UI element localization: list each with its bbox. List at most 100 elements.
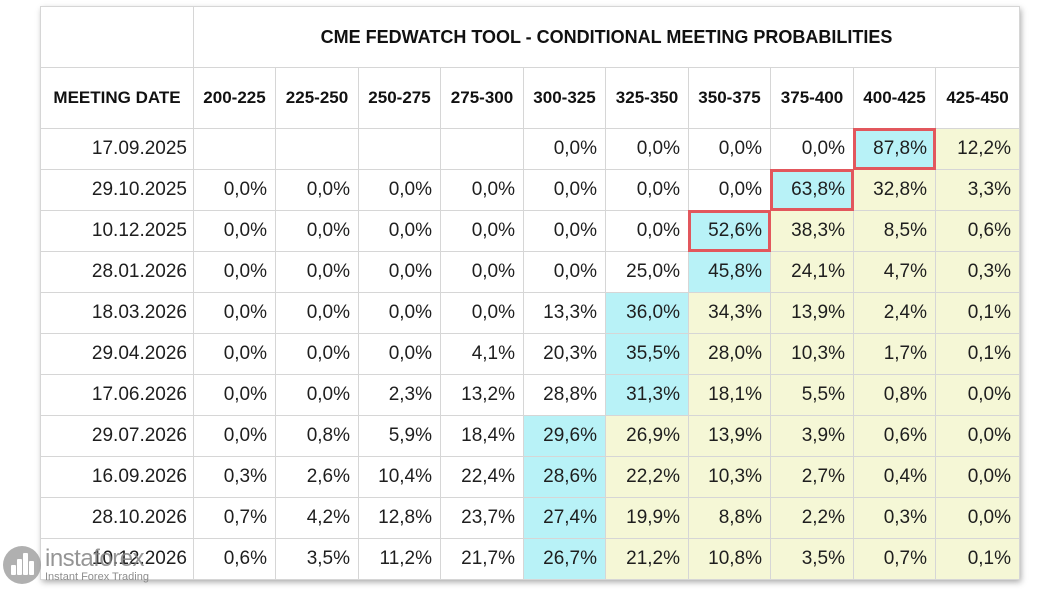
probability-cell: 0,0% <box>440 210 524 252</box>
probability-cell: 0,1% <box>934 292 1021 334</box>
meeting-date-header: MEETING DATE <box>40 67 194 129</box>
probability-cell: 12,2% <box>934 128 1021 170</box>
probability-cell: 13,2% <box>440 374 524 416</box>
instaforex-logo-icon <box>3 546 41 584</box>
probability-cell: 26,9% <box>605 415 689 457</box>
probability-cell: 0,6% <box>193 538 276 580</box>
table-row: 10.12.2025 0,0% 0,0% 0,0% 0,0% 0,0% 0,0% 52,6% 3… <box>40 210 1021 253</box>
probability-cell: 0,0% <box>193 251 276 293</box>
table-row: 29.07.2026 0,0% 0,8% 5,9% 18,4% 29,6% 26,9% 13,… <box>40 415 1021 457</box>
probability-cell: 0,0% <box>934 456 1021 498</box>
probability-cell: 45,8% <box>688 251 771 293</box>
probability-cell: 0,0% <box>193 210 276 252</box>
probability-cell: 8,8% <box>688 497 771 539</box>
column-header-400-425: 400-425 <box>853 67 936 129</box>
column-header-350-375: 350-375 <box>688 67 771 129</box>
probability-cell: 29,6% <box>523 415 606 457</box>
probability-cell: 38,3% <box>770 210 854 252</box>
probability-cell: 13,9% <box>688 415 771 457</box>
probability-cell: 19,9% <box>605 497 689 539</box>
probability-cell: 31,3% <box>605 374 689 416</box>
table-row: 16.09.2026 0,3% 2,6% 10,4% 22,4% 28,6% 22,2% 10… <box>40 456 1021 498</box>
probability-cell: 10,4% <box>358 456 441 498</box>
probability-cell: 24,1% <box>770 251 854 293</box>
table-row: 18.03.2026 0,0% 0,0% 0,0% 0,0% 13,3% 36,0% 34,3… <box>40 292 1021 334</box>
probability-cell: 0,3% <box>934 251 1021 293</box>
probability-table-frame: CME FEDWATCH TOOL - CONDITIONAL MEETING … <box>40 6 1021 580</box>
probability-cell: 0,0% <box>934 374 1021 416</box>
meeting-date-cell: 28.10.2026 <box>40 497 194 539</box>
probability-cell: 0,0% <box>934 497 1021 539</box>
table-body: 17.09.2025 0,0% 0,0% 0,0% 0,0% 87,8% 12,2% 29.1… <box>40 128 1021 580</box>
column-header-425-450: 425-450 <box>934 67 1021 129</box>
probability-cell: 10,3% <box>770 333 854 375</box>
probability-cell <box>275 128 359 170</box>
probability-cell <box>193 128 276 170</box>
probability-cell: 3,5% <box>275 538 359 580</box>
probability-cell: 2,3% <box>358 374 441 416</box>
probability-cell: 0,0% <box>605 210 689 252</box>
meeting-date-cell: 28.01.2026 <box>40 251 194 293</box>
probability-cell: 0,1% <box>934 538 1021 580</box>
probability-cell: 2,7% <box>770 456 854 498</box>
probability-cell: 5,9% <box>358 415 441 457</box>
probability-cell: 27,4% <box>523 497 606 539</box>
probability-cell: 0,0% <box>770 128 854 170</box>
meeting-date-cell: 29.04.2026 <box>40 333 194 375</box>
column-header-275-300: 275-300 <box>440 67 524 129</box>
probability-cell: 36,0% <box>605 292 689 334</box>
probability-cell: 0,0% <box>688 169 771 211</box>
meeting-date-cell: 29.10.2025 <box>40 169 194 211</box>
probability-cell: 0,0% <box>193 415 276 457</box>
probability-cell: 0,0% <box>275 333 359 375</box>
probability-cell: 1,7% <box>853 333 936 375</box>
probability-cell: 0,0% <box>275 374 359 416</box>
table-row: 28.10.2026 0,7% 4,2% 12,8% 23,7% 27,4% 19,9% 8,… <box>40 497 1021 539</box>
probability-cell: 0,0% <box>358 251 441 293</box>
probability-cell: 0,0% <box>523 251 606 293</box>
probability-cell: 0,0% <box>440 292 524 334</box>
probability-cell: 0,0% <box>523 128 606 170</box>
probability-cell: 34,3% <box>688 292 771 334</box>
meeting-date-cell: 17.09.2025 <box>40 128 194 170</box>
probability-cell: 0,0% <box>440 169 524 211</box>
probability-cell: 52,6% <box>688 210 772 253</box>
probability-cell: 10,3% <box>688 456 771 498</box>
table-title: CME FEDWATCH TOOL - CONDITIONAL MEETING … <box>192 6 1021 68</box>
meeting-date-cell: 16.09.2026 <box>40 456 194 498</box>
probability-cell: 2,2% <box>770 497 854 539</box>
probability-cell: 0,0% <box>523 169 606 211</box>
probability-cell: 23,7% <box>440 497 524 539</box>
probability-cell: 0,0% <box>275 292 359 334</box>
probability-cell: 0,0% <box>193 169 276 211</box>
probability-cell: 0,0% <box>440 251 524 293</box>
probability-cell: 0,0% <box>275 169 359 211</box>
probability-cell: 18,1% <box>688 374 771 416</box>
probability-cell: 0,0% <box>193 333 276 375</box>
probability-cell: 2,4% <box>853 292 936 334</box>
probability-cell: 3,5% <box>770 538 854 580</box>
probability-cell: 22,2% <box>605 456 689 498</box>
probability-cell: 0,0% <box>605 128 689 170</box>
probability-cell: 0,8% <box>853 374 936 416</box>
table-row: 29.04.2026 0,0% 0,0% 0,0% 4,1% 20,3% 35,5% 28,0… <box>40 333 1021 375</box>
probability-cell: 10,8% <box>688 538 771 580</box>
probability-cell: 0,0% <box>605 169 689 211</box>
probability-cell: 0,0% <box>688 128 771 170</box>
probability-cell: 0,3% <box>853 497 936 539</box>
table-row: 17.06.2026 0,0% 0,0% 2,3% 13,2% 28,8% 31,3% 18,… <box>40 374 1021 416</box>
probability-cell: 0,7% <box>193 497 276 539</box>
probability-cell: 4,7% <box>853 251 936 293</box>
probability-cell <box>440 128 524 170</box>
probability-cell: 28,8% <box>523 374 606 416</box>
column-header-row: MEETING DATE 200-225 225-250 250-275 275-30… <box>40 67 1021 129</box>
probability-cell: 18,4% <box>440 415 524 457</box>
column-header-325-350: 325-350 <box>605 67 689 129</box>
probability-cell: 21,7% <box>440 538 524 580</box>
probability-cell: 63,8% <box>770 169 855 212</box>
probability-cell <box>358 128 441 170</box>
column-header-200-225: 200-225 <box>193 67 276 129</box>
probability-cell: 0,0% <box>193 374 276 416</box>
probability-cell: 13,9% <box>770 292 854 334</box>
probability-cell: 0,1% <box>934 333 1021 375</box>
